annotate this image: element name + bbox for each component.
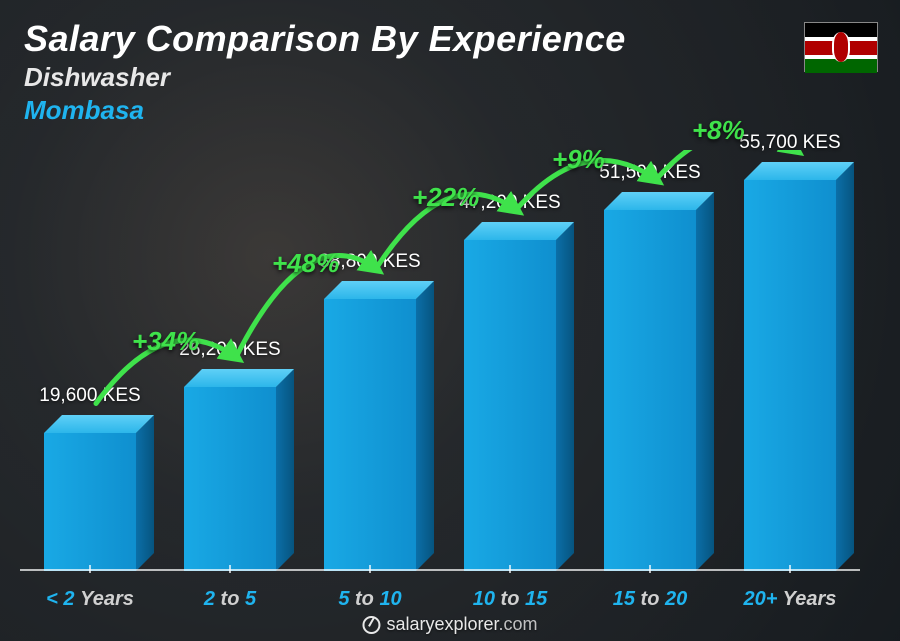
bar-value-label: 55,700 KES xyxy=(739,132,840,154)
axis-tick xyxy=(369,565,371,573)
category-label: 10 to 15 xyxy=(445,588,575,611)
compass-icon xyxy=(362,616,380,634)
bar xyxy=(184,387,276,571)
growth-pct-label: +8% xyxy=(692,115,745,146)
bar-slot: 47,200 KES xyxy=(445,150,575,571)
axis-tick xyxy=(509,565,511,573)
bar-slot: 26,200 KES xyxy=(165,150,295,571)
category-label: < 2 Years xyxy=(25,588,155,611)
bar-slot: 51,500 KES xyxy=(585,150,715,571)
bar-slot: 55,700 KES xyxy=(725,150,855,571)
bar xyxy=(744,180,836,571)
category-label: 5 to 10 xyxy=(305,588,435,611)
footer-attribution: salaryexplorer.com xyxy=(362,614,537,635)
footer-site: salaryexplorer.com xyxy=(386,614,537,635)
chart-subtitle: Dishwasher xyxy=(24,62,626,93)
bar xyxy=(44,433,136,571)
axis-tick xyxy=(89,565,91,573)
axis-tick xyxy=(229,565,231,573)
bars-container: 19,600 KES 26,200 KES38,800 KES47,200 KES… xyxy=(20,150,860,571)
bar-slot: 38,800 KES xyxy=(305,150,435,571)
growth-pct-label: +9% xyxy=(552,144,605,175)
growth-pct-label: +34% xyxy=(132,326,199,357)
growth-pct-label: +48% xyxy=(272,248,339,279)
bar-value-label: 51,500 KES xyxy=(599,162,700,184)
axis-tick xyxy=(649,565,651,573)
country-flag-icon xyxy=(804,22,878,72)
category-labels: < 2 Years 2 to 5 5 to 10 10 to 15 15 to 20 20… xyxy=(20,588,860,611)
x-axis-line xyxy=(20,569,860,571)
bar-slot: 19,600 KES xyxy=(25,150,155,571)
growth-pct-label: +22% xyxy=(412,182,479,213)
bar-chart: 19,600 KES 26,200 KES38,800 KES47,200 KES… xyxy=(20,150,860,571)
category-label: 2 to 5 xyxy=(165,588,295,611)
axis-tick xyxy=(789,565,791,573)
bar xyxy=(604,210,696,571)
chart-title: Salary Comparison By Experience xyxy=(24,18,626,60)
title-block: Salary Comparison By Experience Dishwash… xyxy=(24,18,626,126)
category-label: 20+ Years xyxy=(725,588,855,611)
category-label: 15 to 20 xyxy=(585,588,715,611)
bar xyxy=(324,299,416,571)
bar-value-label: 19,600 KES xyxy=(39,385,140,407)
chart-location: Mombasa xyxy=(24,95,626,126)
bar xyxy=(464,240,556,571)
chart-stage: Salary Comparison By Experience Dishwash… xyxy=(0,0,900,641)
